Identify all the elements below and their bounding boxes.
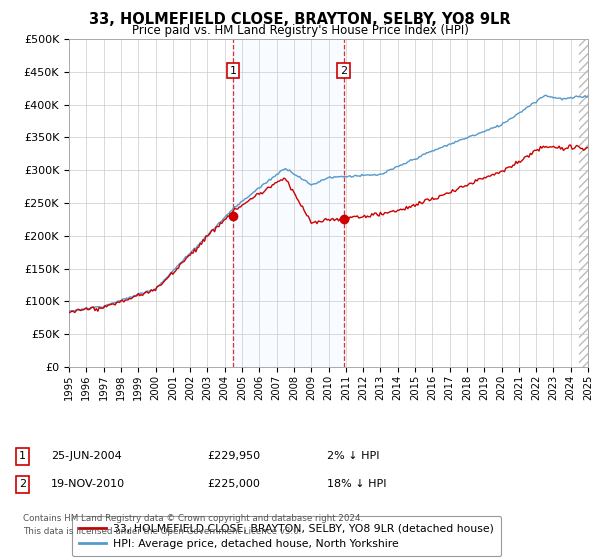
- Text: Price paid vs. HM Land Registry's House Price Index (HPI): Price paid vs. HM Land Registry's House …: [131, 24, 469, 36]
- Text: 1: 1: [230, 66, 236, 76]
- Text: 18% ↓ HPI: 18% ↓ HPI: [327, 479, 386, 489]
- Text: 19-NOV-2010: 19-NOV-2010: [51, 479, 125, 489]
- Bar: [233, 39, 344, 367]
- Text: Contains HM Land Registry data © Crown copyright and database right 2024.
This d: Contains HM Land Registry data © Crown c…: [23, 514, 363, 535]
- Text: 2: 2: [19, 479, 26, 489]
- Text: £229,950: £229,950: [207, 451, 260, 461]
- Text: £225,000: £225,000: [207, 479, 260, 489]
- Text: 2: 2: [340, 66, 347, 76]
- Text: 25-JUN-2004: 25-JUN-2004: [51, 451, 122, 461]
- Text: 33, HOLMEFIELD CLOSE, BRAYTON, SELBY, YO8 9LR: 33, HOLMEFIELD CLOSE, BRAYTON, SELBY, YO…: [89, 12, 511, 27]
- Text: 1: 1: [19, 451, 26, 461]
- Bar: [580, 39, 588, 367]
- Legend: 33, HOLMEFIELD CLOSE, BRAYTON, SELBY, YO8 9LR (detached house), HPI: Average pri: 33, HOLMEFIELD CLOSE, BRAYTON, SELBY, YO…: [72, 516, 502, 556]
- Text: 2% ↓ HPI: 2% ↓ HPI: [327, 451, 380, 461]
